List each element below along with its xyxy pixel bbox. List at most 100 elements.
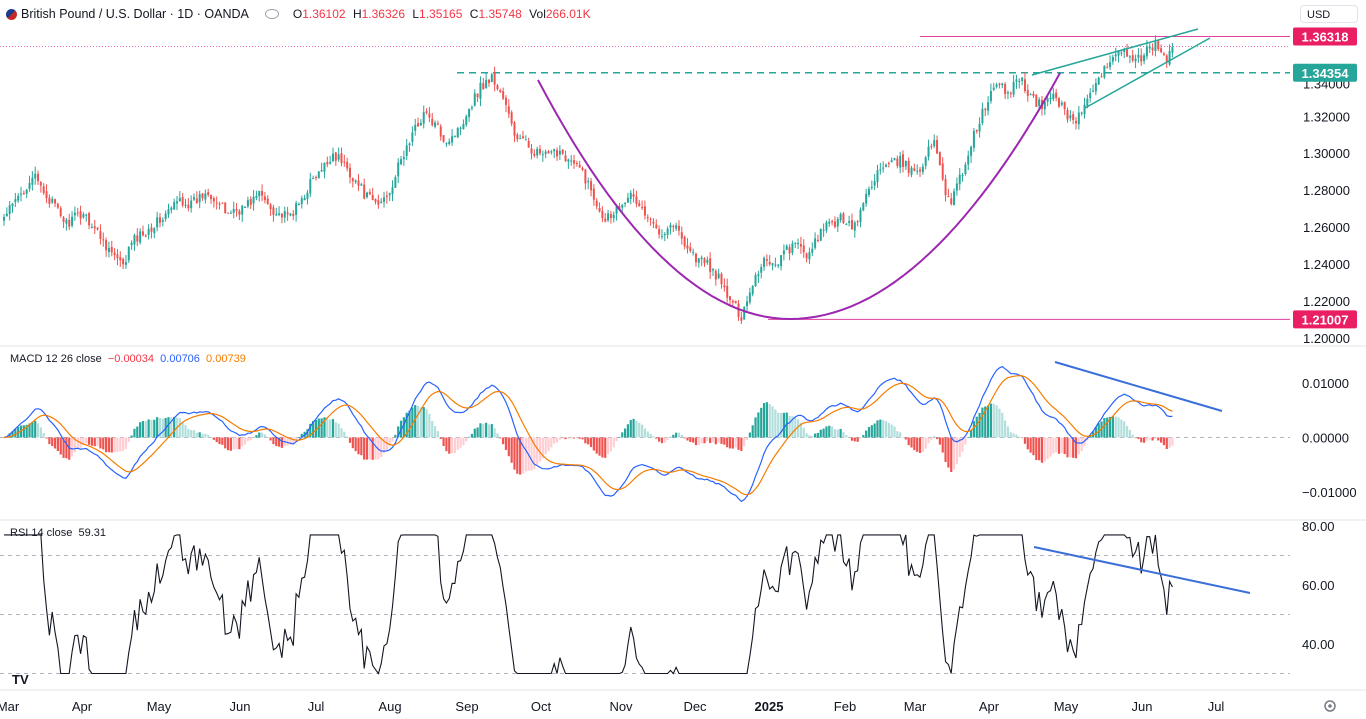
macd-histogram-bar bbox=[110, 437, 113, 453]
macd-histogram-bar bbox=[187, 429, 190, 438]
macd-histogram-bar bbox=[870, 425, 873, 438]
macd-histogram-bar bbox=[984, 406, 987, 438]
macd-histogram-bar bbox=[921, 437, 924, 453]
macd-histogram-bar bbox=[916, 437, 919, 452]
close-value: 1.35748 bbox=[478, 7, 522, 21]
candle-body bbox=[5, 213, 8, 217]
currency-selector[interactable]: USD bbox=[1300, 5, 1358, 23]
candle-body bbox=[629, 192, 632, 199]
macd-histogram-bar bbox=[1117, 417, 1120, 438]
candle-body bbox=[1004, 84, 1007, 95]
candle-body bbox=[451, 136, 454, 143]
candle-body bbox=[561, 149, 564, 154]
macd-histogram-bar bbox=[73, 437, 76, 453]
candle-body bbox=[17, 195, 20, 201]
eye-icon[interactable] bbox=[264, 9, 279, 19]
candle-body bbox=[39, 182, 42, 186]
symbol-title[interactable]: British Pound / U.S. Dollar · 1D · OANDA bbox=[21, 7, 249, 21]
macd-histogram-bar bbox=[575, 437, 578, 439]
candle-body bbox=[919, 169, 922, 172]
macd-histogram-bar bbox=[632, 418, 635, 438]
macd-histogram-bar bbox=[269, 437, 272, 441]
candle-body bbox=[729, 296, 732, 301]
candle-body bbox=[1111, 56, 1114, 62]
candle-body bbox=[187, 204, 190, 209]
candle-body bbox=[141, 231, 144, 236]
candle-body bbox=[836, 219, 839, 227]
candle-body bbox=[490, 74, 493, 83]
macd-histogram-bar bbox=[975, 416, 978, 438]
candle-body bbox=[539, 148, 542, 154]
candle-body bbox=[692, 251, 695, 253]
macd-histogram-bar bbox=[331, 419, 335, 438]
candle-body bbox=[402, 157, 405, 160]
candle-body bbox=[107, 247, 110, 253]
macd-histogram-bar bbox=[289, 437, 292, 445]
settings-gear-icon-center bbox=[1328, 704, 1332, 708]
candle-body bbox=[340, 153, 343, 164]
macd-histogram-bar bbox=[550, 437, 553, 448]
macd-legend: MACD 12 26 close −0.00034 0.00706 0.0073… bbox=[10, 353, 246, 365]
candle-body bbox=[717, 273, 720, 279]
candle-body bbox=[195, 198, 198, 203]
candle-body bbox=[45, 191, 48, 199]
candle-body bbox=[431, 118, 434, 126]
candle-body bbox=[581, 167, 584, 170]
candle-body bbox=[306, 192, 309, 199]
macd-histogram-bar bbox=[1151, 437, 1154, 441]
macd-histogram-bar bbox=[1009, 432, 1012, 438]
time-axis-label: 2025 bbox=[755, 699, 784, 714]
candle-body bbox=[839, 214, 842, 221]
macd-histogram-bar bbox=[564, 437, 567, 440]
macd-histogram-bar bbox=[414, 405, 417, 438]
high-value: 1.36326 bbox=[361, 7, 405, 21]
macd-histogram-bar bbox=[450, 437, 454, 454]
macd-histogram-bar bbox=[981, 407, 984, 438]
candle-body bbox=[124, 262, 127, 265]
candle-body bbox=[808, 252, 811, 260]
rsi-tick-label: 80.00 bbox=[1302, 519, 1335, 534]
candle-body bbox=[331, 153, 334, 162]
candle-body bbox=[473, 93, 476, 106]
macd-histogram-bar bbox=[924, 437, 927, 449]
macd-histogram-bar bbox=[8, 433, 11, 438]
candle-body bbox=[14, 199, 17, 202]
macd-histogram-bar bbox=[567, 437, 570, 439]
candle-body bbox=[913, 168, 916, 172]
candle-body bbox=[564, 155, 567, 162]
macd-histogram-bar bbox=[241, 437, 244, 447]
macd-histogram-bar bbox=[646, 431, 649, 438]
candle-body bbox=[981, 108, 984, 124]
candle-body bbox=[1038, 99, 1041, 107]
candle-body bbox=[278, 213, 281, 215]
candle-body bbox=[694, 253, 697, 263]
candle-body bbox=[255, 196, 258, 199]
macd-histogram-bar bbox=[904, 437, 907, 440]
macd-histogram-bar bbox=[39, 427, 42, 438]
macd-histogram-bar bbox=[799, 422, 803, 438]
candle-body bbox=[175, 201, 178, 204]
macd-histogram-bar bbox=[388, 437, 391, 446]
macd-histogram-bar bbox=[487, 424, 491, 438]
macd-histogram-bar bbox=[754, 417, 757, 438]
macd-histogram-bar bbox=[190, 429, 193, 438]
macd-histogram-bar bbox=[938, 437, 941, 445]
candle-body bbox=[706, 259, 709, 263]
macd-histogram-bar bbox=[504, 437, 508, 450]
candle-body bbox=[303, 198, 306, 201]
macd-histogram-bar bbox=[825, 426, 828, 438]
candle-body bbox=[782, 250, 785, 255]
macd-histogram-bar bbox=[680, 434, 683, 438]
macd-histogram-bar bbox=[717, 437, 720, 443]
rsi-tick-label: 60.00 bbox=[1302, 578, 1335, 593]
candle-body bbox=[604, 218, 607, 222]
macd-histogram-bar bbox=[856, 437, 859, 442]
macd-divergence-trendline bbox=[1054, 361, 1223, 412]
macd-histogram-bar bbox=[1006, 426, 1010, 438]
macd-histogram-bar bbox=[343, 431, 346, 438]
macd-hist-value: −0.00034 bbox=[107, 353, 155, 365]
macd-histogram-bar bbox=[1137, 437, 1140, 439]
candle-body bbox=[130, 242, 133, 246]
candle-body bbox=[1094, 83, 1097, 92]
